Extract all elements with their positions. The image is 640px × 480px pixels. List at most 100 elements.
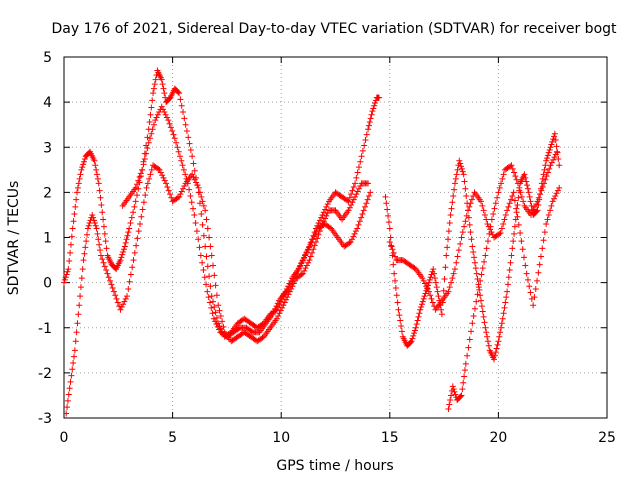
data-point: [296, 263, 303, 270]
data-point: [323, 203, 330, 210]
data-point: [192, 220, 199, 227]
data-point: [94, 175, 101, 182]
data-point: [93, 225, 100, 232]
data-point: [64, 404, 71, 411]
data-point: [275, 313, 282, 320]
data-point: [80, 161, 87, 168]
data-point: [518, 193, 525, 200]
data-point: [79, 266, 86, 273]
data-point: [177, 191, 184, 198]
data-point: [185, 134, 192, 141]
data-point: [365, 180, 372, 187]
data-point: [313, 228, 320, 235]
data-point: [448, 279, 455, 286]
data-point: [421, 293, 428, 300]
data-point: [446, 220, 453, 227]
data-point: [365, 122, 372, 129]
data-point: [91, 220, 98, 227]
data-point: [447, 211, 454, 218]
data-point: [545, 211, 552, 218]
data-point: [473, 270, 480, 277]
data-point: [204, 288, 211, 295]
data-point: [350, 233, 357, 240]
data-point: [478, 303, 485, 310]
data-point: [207, 283, 214, 290]
data-point: [177, 96, 184, 103]
data-point: [298, 271, 305, 278]
data-point: [203, 216, 210, 223]
data-point: [466, 221, 473, 228]
data-point: [524, 185, 531, 192]
data-point: [352, 228, 359, 235]
data-point: [527, 198, 534, 205]
data-point: [70, 218, 77, 225]
data-point: [526, 283, 533, 290]
data-point: [198, 211, 205, 218]
data-point: [455, 247, 462, 254]
data-point: [85, 222, 92, 229]
data-point: [129, 264, 136, 271]
data-point: [544, 169, 551, 176]
data-point: [206, 299, 213, 306]
data-point: [382, 193, 389, 200]
data-point: [217, 313, 224, 320]
data-point: [110, 288, 117, 295]
data-point: [425, 288, 432, 295]
data-point: [556, 162, 563, 169]
data-point: [492, 349, 499, 356]
data-point: [438, 311, 445, 318]
data-point: [148, 166, 155, 173]
data-point: [541, 180, 548, 187]
data-point: [176, 153, 183, 160]
data-point: [504, 288, 511, 295]
data-point: [385, 219, 392, 226]
data-point: [392, 285, 399, 292]
data-point: [397, 317, 404, 324]
data-point: [76, 302, 83, 309]
data-point: [61, 276, 68, 283]
data-point: [469, 243, 476, 250]
data-point: [535, 194, 542, 201]
data-point: [322, 206, 329, 213]
data-point: [323, 212, 330, 219]
data-point: [462, 185, 469, 192]
data-point: [180, 185, 187, 192]
data-point: [272, 305, 279, 312]
x-tick-label: 15: [381, 430, 399, 446]
data-point: [180, 166, 187, 173]
data-point: [140, 161, 147, 168]
data-point: [121, 243, 128, 250]
data-point: [174, 194, 181, 201]
data-point: [450, 192, 457, 199]
axis-ticks: [63, 56, 608, 419]
data-point: [409, 335, 416, 342]
data-point: [446, 284, 453, 291]
data-point: [547, 162, 554, 169]
data-point: [90, 217, 97, 224]
data-point: [554, 148, 561, 155]
data-point: [100, 223, 107, 230]
data-point: [97, 252, 104, 259]
data-point: [344, 197, 351, 204]
data-point: [368, 111, 375, 118]
data-point: [445, 405, 452, 412]
data-point: [147, 111, 154, 118]
data-point: [508, 162, 515, 169]
data-point: [543, 157, 550, 164]
data-point: [66, 257, 73, 264]
data-point: [349, 187, 356, 194]
data-point: [133, 192, 140, 199]
data-point: [551, 154, 558, 161]
data-point: [464, 352, 471, 359]
data-point: [76, 175, 83, 182]
data-point: [511, 169, 518, 176]
data-point: [478, 198, 485, 205]
data-point: [63, 410, 70, 417]
data-point: [445, 236, 452, 243]
data-point: [430, 266, 437, 273]
data-point: [522, 174, 529, 181]
data-point: [366, 118, 373, 125]
data-point: [212, 309, 219, 316]
data-point: [248, 328, 255, 335]
data-point: [551, 130, 558, 137]
